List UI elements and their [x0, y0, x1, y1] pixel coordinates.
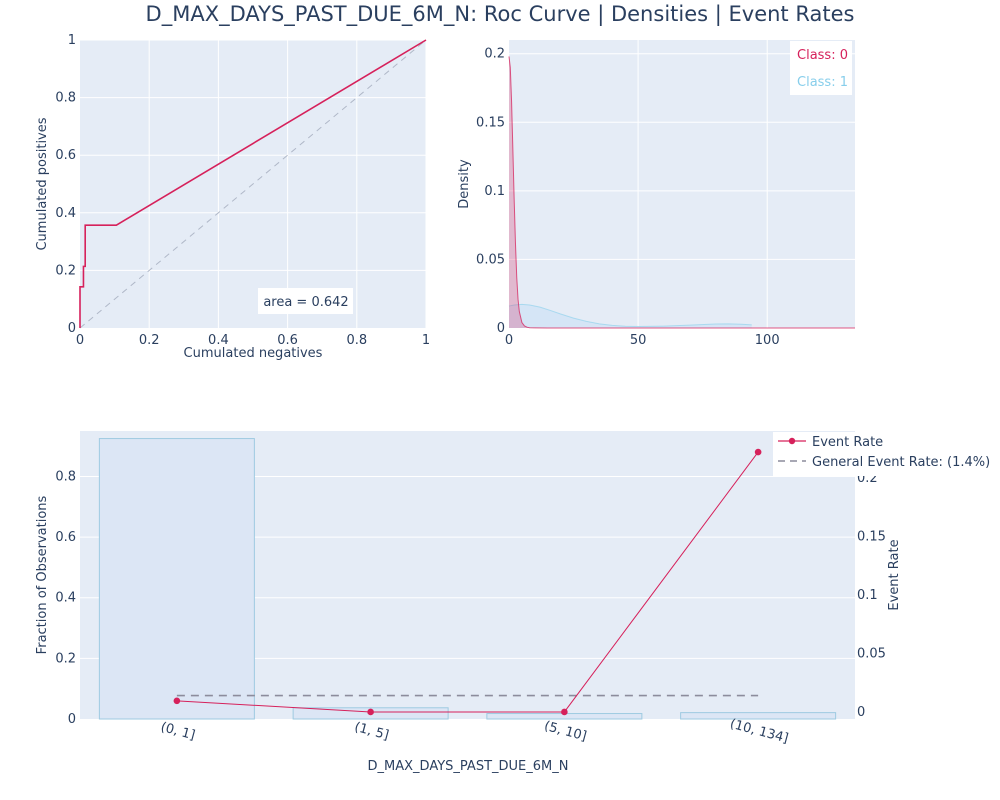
roc-x-tick-label: 0.4 [208, 333, 229, 348]
density-y-tick-label: 0 [497, 321, 505, 336]
density-line-class1 [508, 303, 752, 327]
event-rate-x-tick-label: (5, 10] [542, 719, 588, 745]
density-marks [508, 56, 855, 329]
event-rate-y-axis-label: Fraction of Observations [35, 495, 50, 654]
event-rate-x-tick-label: (0, 1] [159, 720, 197, 744]
density-legend-class1[interactable]: Class: 1 [797, 75, 848, 90]
density-x-tick-label: 100 [755, 333, 780, 348]
event-rate-y-tick-label: 0.2 [55, 651, 76, 666]
event-rate-point [367, 708, 374, 716]
roc-y-tick-label: 0 [68, 321, 76, 336]
fraction-bar [680, 712, 837, 720]
chart-title: D_MAX_DAYS_PAST_DUE_6M_N: Roc Curve | De… [146, 2, 855, 27]
roc-x-tick-label: 0.6 [277, 333, 298, 348]
event-rate-point [173, 697, 181, 705]
roc-y-tick-label: 0.6 [55, 148, 76, 163]
density-x-tick-label: 0 [505, 333, 513, 348]
event-rate-y-tick-label: 0.8 [55, 469, 76, 484]
roc-marks [79, 39, 427, 329]
roc-curve-line [79, 39, 427, 328]
density-panel: 0 50 100 0 0.05 0.1 0.15 0.2 Density Class: 0 C… [457, 40, 855, 348]
event-rate-point [754, 448, 762, 456]
roc-area-annotation: area = 0.642 [263, 295, 348, 310]
event-rate-marks [98, 438, 837, 720]
fraction-bar [98, 438, 255, 720]
density-legend-class0[interactable]: Class: 0 [797, 48, 848, 63]
event-rate-y2-tick-label: 0.15 [857, 529, 886, 544]
density-x-tick-label: 50 [630, 333, 647, 348]
roc-y-tick-label: 0.4 [55, 206, 76, 221]
density-y-axis-label: Density [457, 159, 472, 209]
roc-x-tick-label: 0.8 [346, 333, 367, 348]
density-legend-box [790, 41, 852, 95]
density-y-tick-label: 0.1 [484, 184, 505, 199]
density-line-class0 [508, 56, 855, 329]
density-area-class1 [509, 304, 752, 328]
roc-x-tick-label: 0.2 [139, 333, 160, 348]
event-rate-legend-box [773, 432, 985, 476]
density-y-tick-label: 0.2 [484, 47, 505, 62]
legend-event-rate-label[interactable]: Event Rate [812, 435, 883, 450]
roc-y-tick-label: 0.2 [55, 263, 76, 278]
event-rate-y2-axis-label: Event Rate [887, 539, 902, 610]
event-rate-panel: 00.20.40.60.800.050.10.150.2(0, 1] (1, 5]… [35, 431, 990, 774]
density-ticks: 0 50 100 0 0.05 0.1 0.15 0.2 [476, 47, 780, 348]
roc-grid [80, 39, 427, 328]
event-rate-x-tick-label: (10, 134] [728, 717, 790, 747]
roc-diagonal-line [79, 39, 427, 329]
roc-x-tick-label: 0 [76, 333, 84, 348]
roc-y-tick-label: 0.8 [55, 91, 76, 106]
density-y-tick-label: 0.05 [476, 252, 505, 267]
event-rate-line [176, 451, 759, 713]
event-rate-x-tick-label: (1, 5] [353, 720, 391, 744]
roc-area-annotation-box [258, 288, 353, 314]
roc-x-tick-label: 1 [422, 333, 430, 348]
event-rate-point [561, 708, 568, 716]
event-rate-y-tick-label: 0.6 [55, 530, 76, 545]
event-rate-y2-tick-label: 0.05 [857, 646, 886, 661]
roc-x-axis-label: Cumulated negatives [184, 346, 323, 361]
event-rate-y-tick-label: 0.4 [55, 591, 76, 606]
event-rate-y2-tick-label: 0.1 [857, 588, 878, 603]
roc-y-tick-label: 1 [68, 33, 76, 48]
roc-panel: 0 0.2 0.4 0.6 0.8 1 0 0.2 0.4 0.6 0.8 1 Cumulated n… [35, 33, 430, 361]
event-rate-x-axis-label: D_MAX_DAYS_PAST_DUE_6M_N [368, 759, 569, 774]
roc-ticks: 0 0.2 0.4 0.6 0.8 1 0 0.2 0.4 0.6 0.8 1 [55, 33, 430, 348]
roc-y-axis-label: Cumulated positives [35, 117, 50, 250]
event-rate-y-tick-label: 0 [68, 712, 76, 727]
density-y-tick-label: 0.15 [476, 115, 505, 130]
legend-event-rate-swatch-marker [788, 437, 796, 445]
event-rate-y2-tick-label: 0 [857, 705, 865, 720]
legend-general-rate-label[interactable]: General Event Rate: (1.4%) [812, 455, 990, 470]
